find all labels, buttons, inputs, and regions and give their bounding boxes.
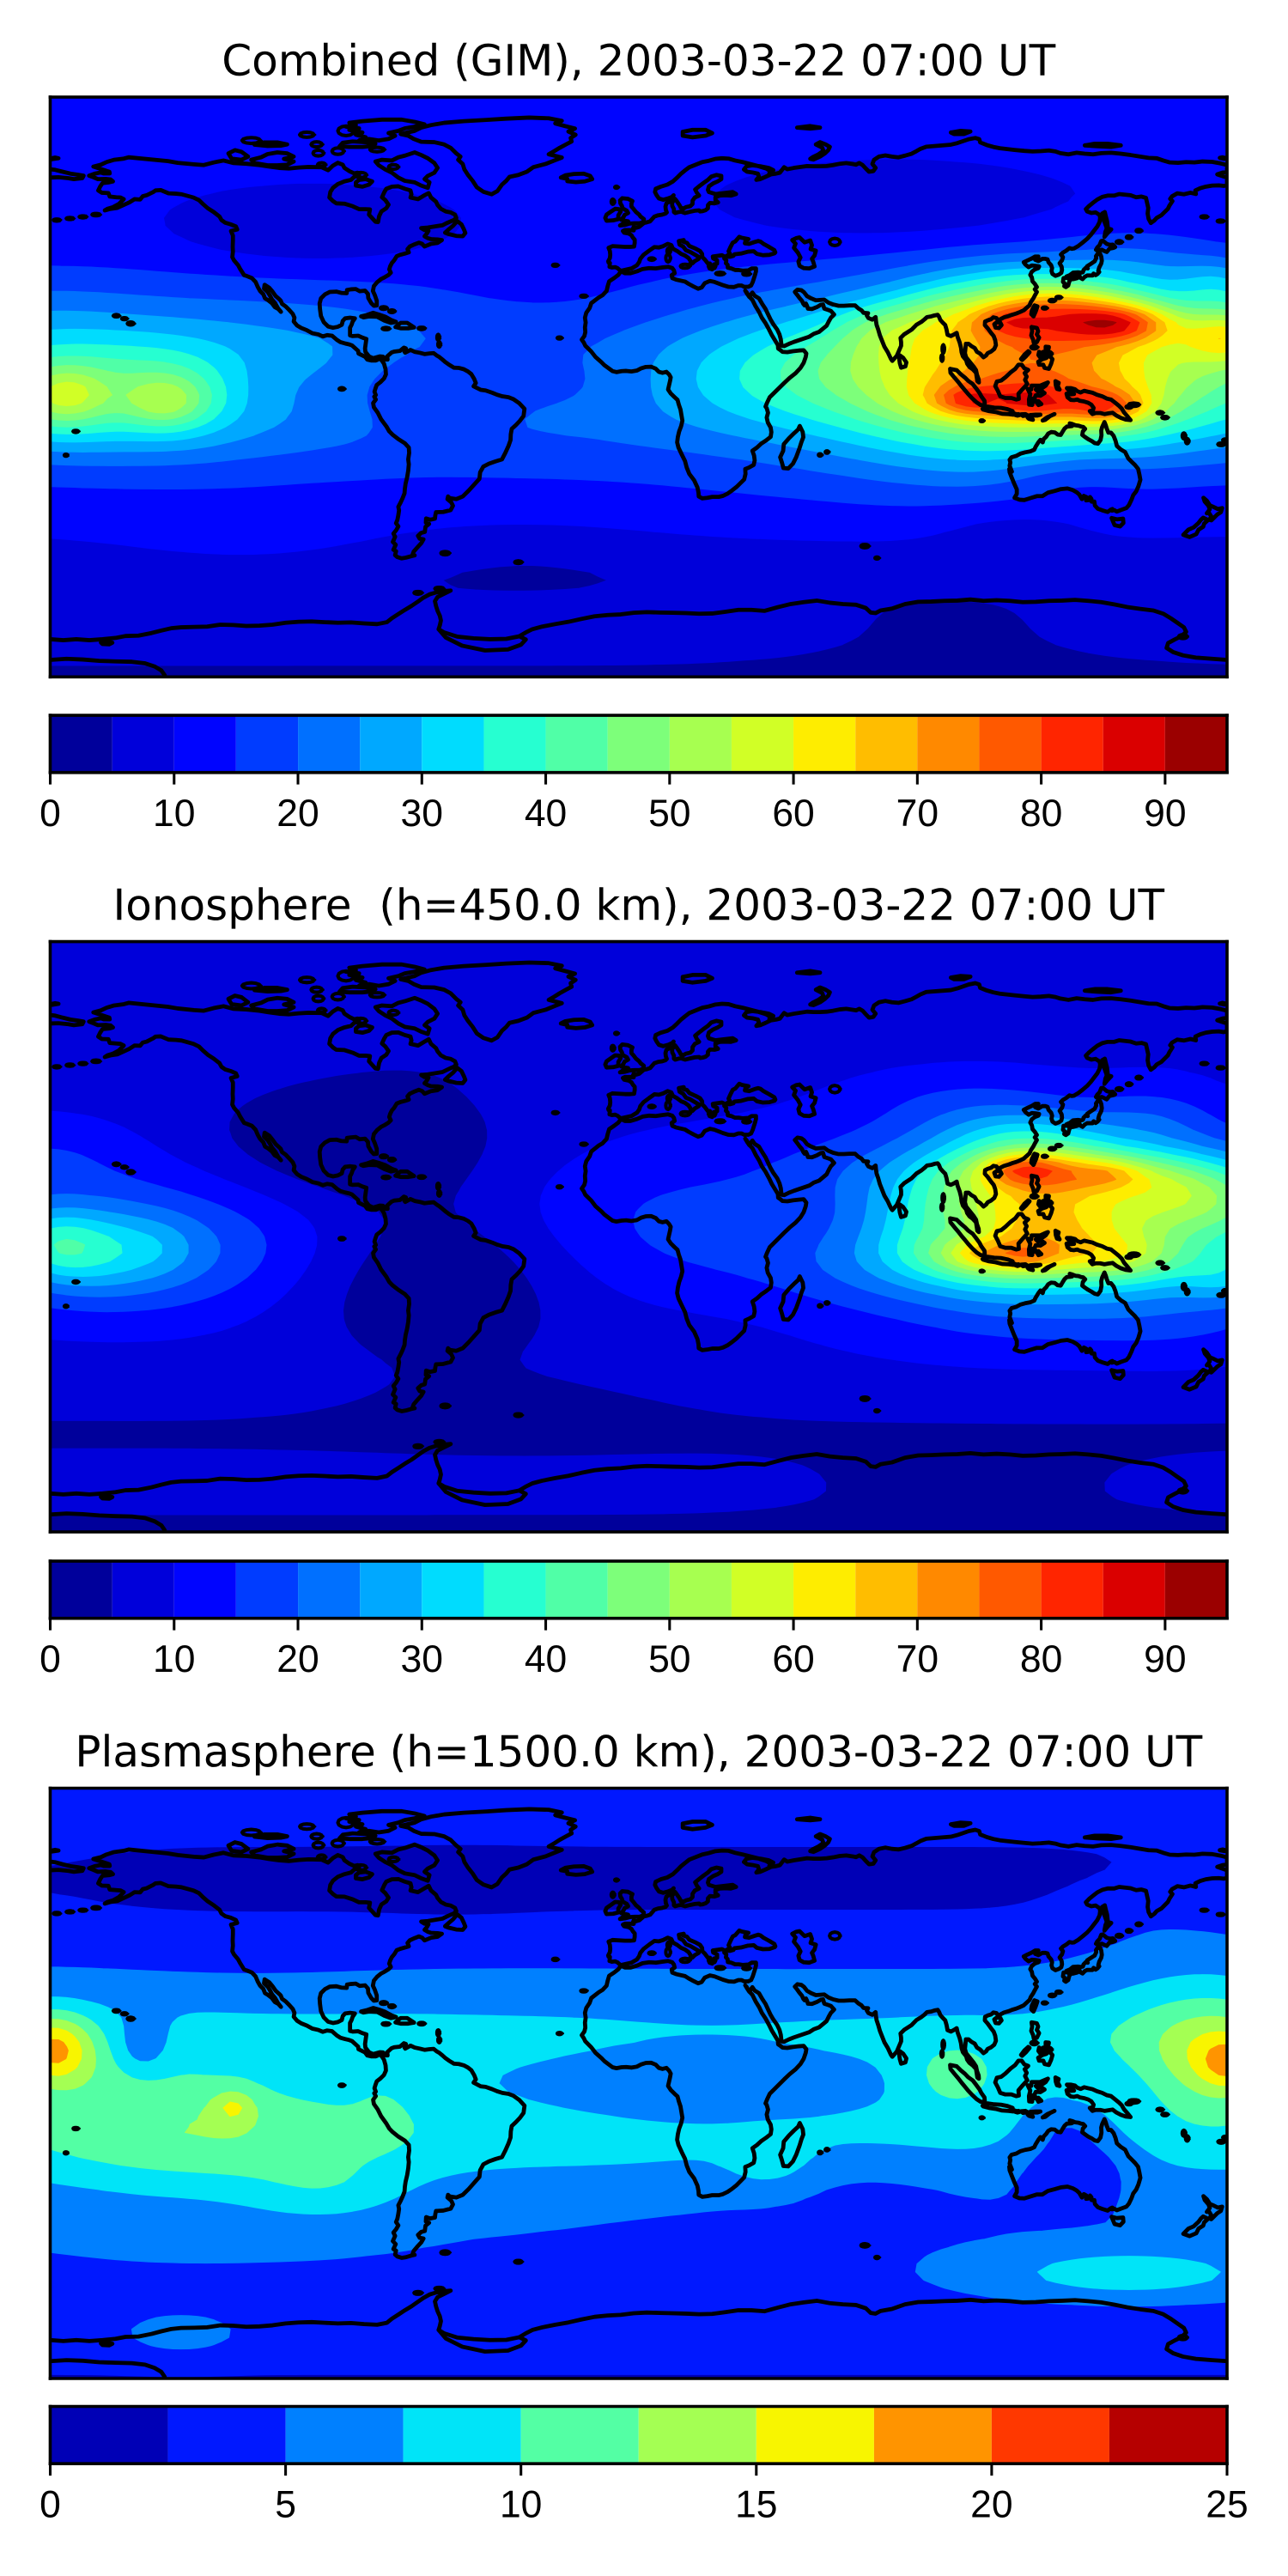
svg-text:30: 30 xyxy=(401,1638,443,1680)
svg-text:50: 50 xyxy=(648,1638,690,1680)
svg-text:0: 0 xyxy=(39,1638,61,1680)
svg-text:40: 40 xyxy=(525,793,567,835)
svg-text:30: 30 xyxy=(401,793,443,835)
svg-text:20: 20 xyxy=(276,793,319,835)
svg-text:25: 25 xyxy=(1206,2483,1248,2525)
svg-text:5: 5 xyxy=(275,2483,296,2525)
svg-text:20: 20 xyxy=(276,1638,319,1680)
svg-text:40: 40 xyxy=(525,1638,567,1680)
svg-text:10: 10 xyxy=(153,793,195,835)
svg-text:60: 60 xyxy=(772,1638,814,1680)
svg-text:80: 80 xyxy=(1020,1638,1062,1680)
svg-text:70: 70 xyxy=(896,1638,939,1680)
svg-text:60: 60 xyxy=(772,793,814,835)
svg-text:90: 90 xyxy=(1144,1638,1186,1680)
svg-text:70: 70 xyxy=(896,793,939,835)
svg-text:50: 50 xyxy=(648,793,690,835)
svg-text:10: 10 xyxy=(153,1638,195,1680)
svg-text:20: 20 xyxy=(970,2483,1012,2525)
svg-text:90: 90 xyxy=(1144,793,1186,835)
svg-text:15: 15 xyxy=(735,2483,777,2525)
svg-text:0: 0 xyxy=(39,793,61,835)
svg-text:10: 10 xyxy=(500,2483,542,2525)
svg-text:80: 80 xyxy=(1020,793,1062,835)
svg-text:0: 0 xyxy=(39,2483,61,2525)
